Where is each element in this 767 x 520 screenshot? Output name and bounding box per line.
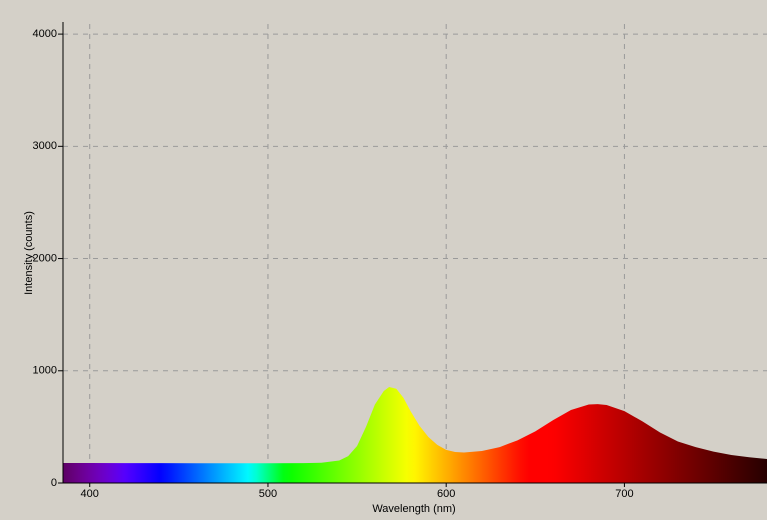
x-tick-label: 700 [615, 488, 633, 500]
y-tick-label: 1000 [33, 365, 57, 377]
y-axis-label: Intensity (counts) [23, 211, 35, 295]
spectrum-area [63, 387, 767, 483]
y-tick-label: 4000 [33, 28, 57, 40]
x-tick-label: 500 [259, 488, 277, 500]
y-tick-label: 0 [51, 477, 57, 489]
y-tick-label: 3000 [33, 140, 57, 152]
x-tick-label: 400 [81, 488, 99, 500]
x-axis-label: Wavelength (nm) [372, 503, 455, 515]
y-tick-label: 2000 [33, 252, 57, 264]
x-tick-label: 600 [437, 488, 455, 500]
